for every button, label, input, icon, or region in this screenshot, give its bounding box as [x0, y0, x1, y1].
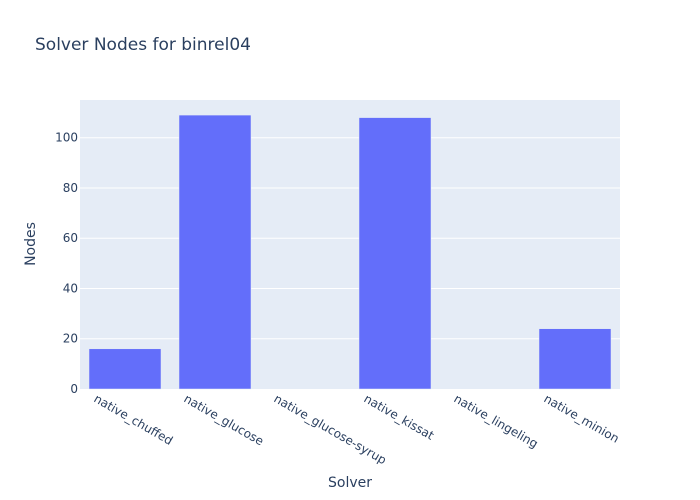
bars	[88, 114, 612, 390]
plot-area	[80, 100, 620, 389]
bar-native_glucose	[178, 114, 252, 390]
bar-native_chuffed	[88, 348, 162, 390]
y-tick-label: 60	[63, 231, 78, 245]
x-axis-title: Solver	[328, 475, 372, 491]
y-axis-ticks: 0 20 40 60 80 100	[55, 131, 78, 396]
y-tick-label: 100	[55, 131, 78, 145]
y-tick-label: 40	[63, 281, 78, 295]
y-axis-title: Nodes	[23, 222, 39, 266]
gridlines	[80, 137, 620, 340]
bar-native_minion	[538, 328, 612, 390]
bar-native_kissat	[358, 117, 432, 390]
chart-title: Solver Nodes for binrel04	[35, 35, 251, 55]
y-tick-label: 80	[63, 181, 78, 195]
y-tick-label: 20	[63, 332, 78, 346]
y-tick-label: 0	[70, 382, 78, 396]
